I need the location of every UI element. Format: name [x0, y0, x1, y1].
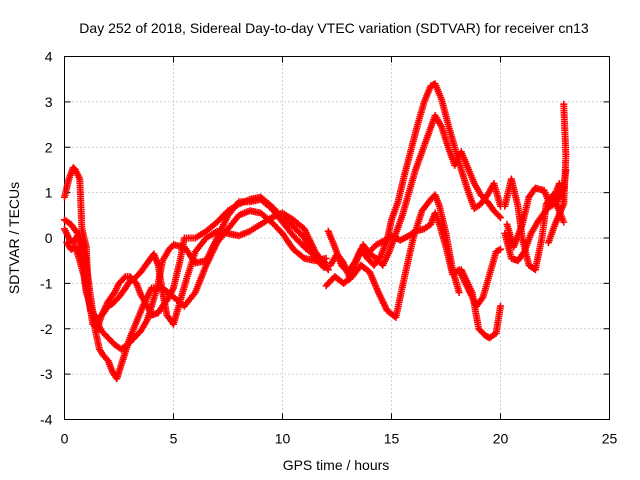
y-tick-label: 0 — [45, 230, 53, 246]
x-tick-label: 5 — [170, 431, 178, 447]
data-point — [519, 249, 527, 257]
x-axis-label: GPS time / hours — [283, 457, 390, 473]
data-point — [497, 302, 504, 310]
chart-title: Day 252 of 2018, Sidereal Day-to-day VTE… — [79, 20, 589, 36]
x-tick-label: 10 — [275, 431, 291, 447]
data-point — [455, 288, 463, 296]
y-tick-label: -3 — [40, 366, 53, 382]
x-axis: 0 5 10 15 20 25 — [61, 56, 618, 447]
y-tick-label: 1 — [45, 185, 53, 201]
data-point — [497, 245, 504, 253]
y-tick-label: -2 — [40, 321, 53, 337]
grid-lines — [64, 56, 610, 420]
y-tick-label: 3 — [45, 94, 53, 110]
data-point — [120, 274, 128, 282]
data-point — [324, 266, 332, 274]
data-point — [495, 212, 503, 220]
y-tick-label: -1 — [40, 275, 53, 291]
x-tick-label: 0 — [61, 431, 69, 447]
data-point — [560, 100, 568, 108]
data-point — [478, 295, 486, 302]
x-tick-label: 20 — [493, 431, 509, 447]
data-point — [497, 214, 504, 222]
y-axis-label: SDTVAR / TECUs — [6, 182, 22, 294]
x-tick-label: 25 — [602, 431, 618, 447]
y-tick-label: -4 — [40, 412, 53, 428]
y-axis: -4 -3 -2 -1 0 1 2 3 4 — [40, 49, 610, 428]
data-point — [560, 218, 568, 226]
y-tick-label: 2 — [45, 139, 53, 155]
x-tick-label: 15 — [384, 431, 400, 447]
data-points — [61, 80, 570, 383]
y-tick-label: 4 — [45, 49, 53, 65]
